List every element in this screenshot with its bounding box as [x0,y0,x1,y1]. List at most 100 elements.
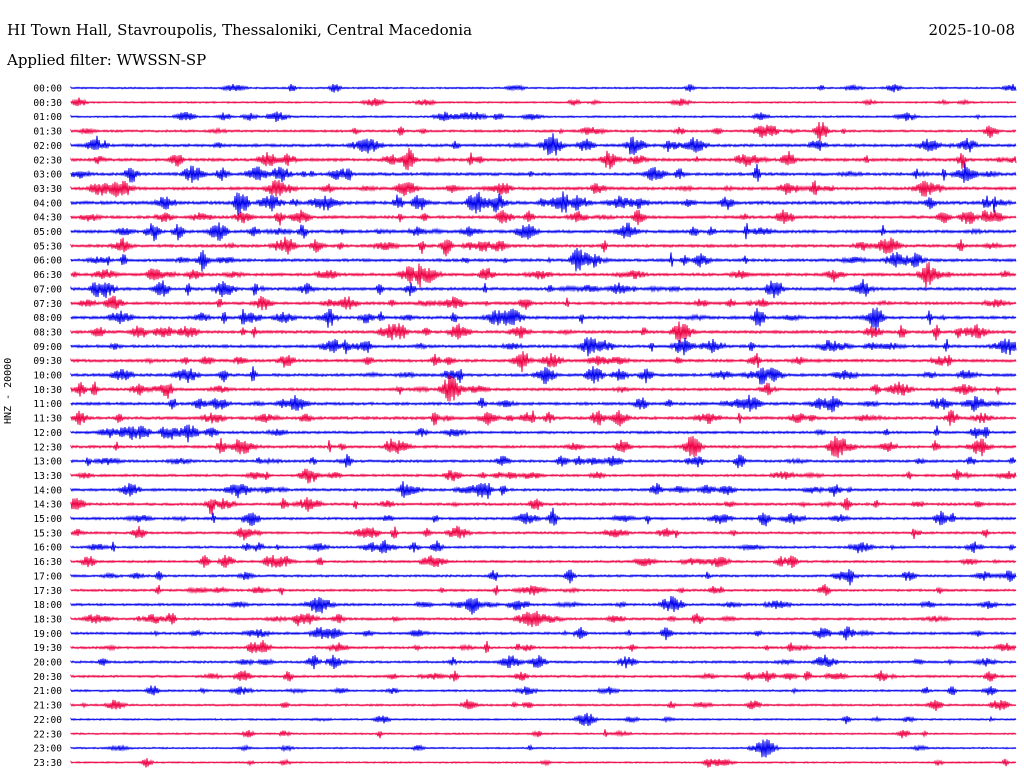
row-time-label: 01:30 [33,127,62,138]
row-time-label: 11:30 [33,414,62,425]
row-time-label: 05:00 [33,227,62,238]
trace-row [70,436,1017,458]
trace-row [70,468,1017,484]
trace-row [70,555,1017,569]
row-time-label: 00:30 [33,98,62,109]
trace-row [70,595,1017,615]
trace-row [70,481,1017,499]
trace-row [70,699,1017,712]
row-time-label: 17:30 [33,586,62,597]
row-time-label: 12:00 [33,428,62,439]
trace-row [70,209,1017,226]
trace-row [70,351,1017,373]
trace-row [70,525,1017,541]
row-time-label: 01:00 [33,112,62,123]
trace-row [70,584,1017,596]
row-time-label: 08:30 [33,327,62,338]
trace-row [70,640,1017,654]
row-time-label: 14:30 [33,500,62,511]
trace-row [70,454,1017,469]
row-time-label: 16:30 [33,557,62,568]
trace-row [70,163,1017,183]
row-time-label: 17:00 [33,571,62,582]
trace-row [70,539,1017,554]
trace-row [70,394,1017,413]
trace-row [70,610,1017,628]
trace-row [70,712,1017,726]
row-time-label: 22:00 [33,715,62,726]
trace-row [70,374,1017,402]
trace-row [70,261,1017,288]
trace-row [70,222,1017,242]
row-time-label: 00:00 [33,84,62,95]
row-time-label: 06:30 [33,270,62,281]
row-time-label: 07:00 [33,284,62,295]
trace-row [70,83,1017,93]
trace-row [70,758,1017,768]
row-time-label: 04:00 [33,198,62,209]
trace-row [70,337,1017,357]
row-time-label: 23:00 [33,744,62,755]
trace-row [70,307,1017,331]
row-time-label: 21:00 [33,686,62,697]
row-time-label: 22:30 [33,729,62,740]
trace-row [70,626,1017,641]
trace-row [70,97,1017,107]
trace-row [70,366,1017,385]
row-time-label: 08:00 [33,313,62,324]
trace-row [70,147,1017,171]
row-time-label: 15:00 [33,514,62,525]
trace-row [70,121,1017,142]
trace-row [70,685,1017,696]
row-time-label: 13:30 [33,471,62,482]
trace-row [70,424,1017,443]
trace-row [70,409,1017,427]
trace-row [70,133,1017,156]
trace-row [70,191,1017,216]
row-time-label: 10:30 [33,385,62,396]
row-time-label: 16:00 [33,543,62,554]
row-time-label: 14:00 [33,485,62,496]
row-time-label: 04:30 [33,213,62,224]
row-time-label: 19:00 [33,629,62,640]
date-label: 2025-10-08 [928,21,1015,39]
row-time-label: 18:30 [33,614,62,625]
filter-label: Applied filter: WWSSN-SP [7,51,207,69]
row-time-label: 18:00 [33,600,62,611]
row-time-label: 03:30 [33,184,62,195]
row-time-label: 02:30 [33,155,62,166]
row-time-label: 23:30 [33,758,62,769]
row-time-label: 12:30 [33,442,62,453]
trace-row [70,729,1017,739]
station-title: HI Town Hall, Stavroupolis, Thessaloniki… [7,21,473,39]
row-time-label: 15:30 [33,528,62,539]
row-time-label: 02:00 [33,141,62,152]
trace-row [70,670,1017,683]
trace-row [70,247,1017,272]
trace-row [70,568,1017,586]
trace-row [70,111,1017,122]
row-time-label: 20:00 [33,658,62,669]
trace-row [70,295,1017,311]
trace-row [70,507,1017,527]
trace-row [70,739,1017,758]
row-time-label: 21:30 [33,701,62,712]
row-time-label: 13:00 [33,457,62,468]
row-time-label: 03:00 [33,170,62,181]
row-time-label: 09:30 [33,356,62,367]
row-time-label: 07:30 [33,299,62,310]
trace-row [70,179,1017,198]
row-time-label: 11:00 [33,399,62,410]
trace-row [70,321,1017,343]
trace-row [70,497,1017,515]
row-time-label: 06:00 [33,256,62,267]
trace-row [70,654,1017,670]
row-time-label: 19:30 [33,643,62,654]
row-time-label: 20:30 [33,672,62,683]
trace-row [70,236,1017,257]
row-time-label: 10:00 [33,371,62,382]
row-time-label: 09:00 [33,342,62,353]
row-time-label: 05:30 [33,241,62,252]
trace-row [70,279,1017,299]
